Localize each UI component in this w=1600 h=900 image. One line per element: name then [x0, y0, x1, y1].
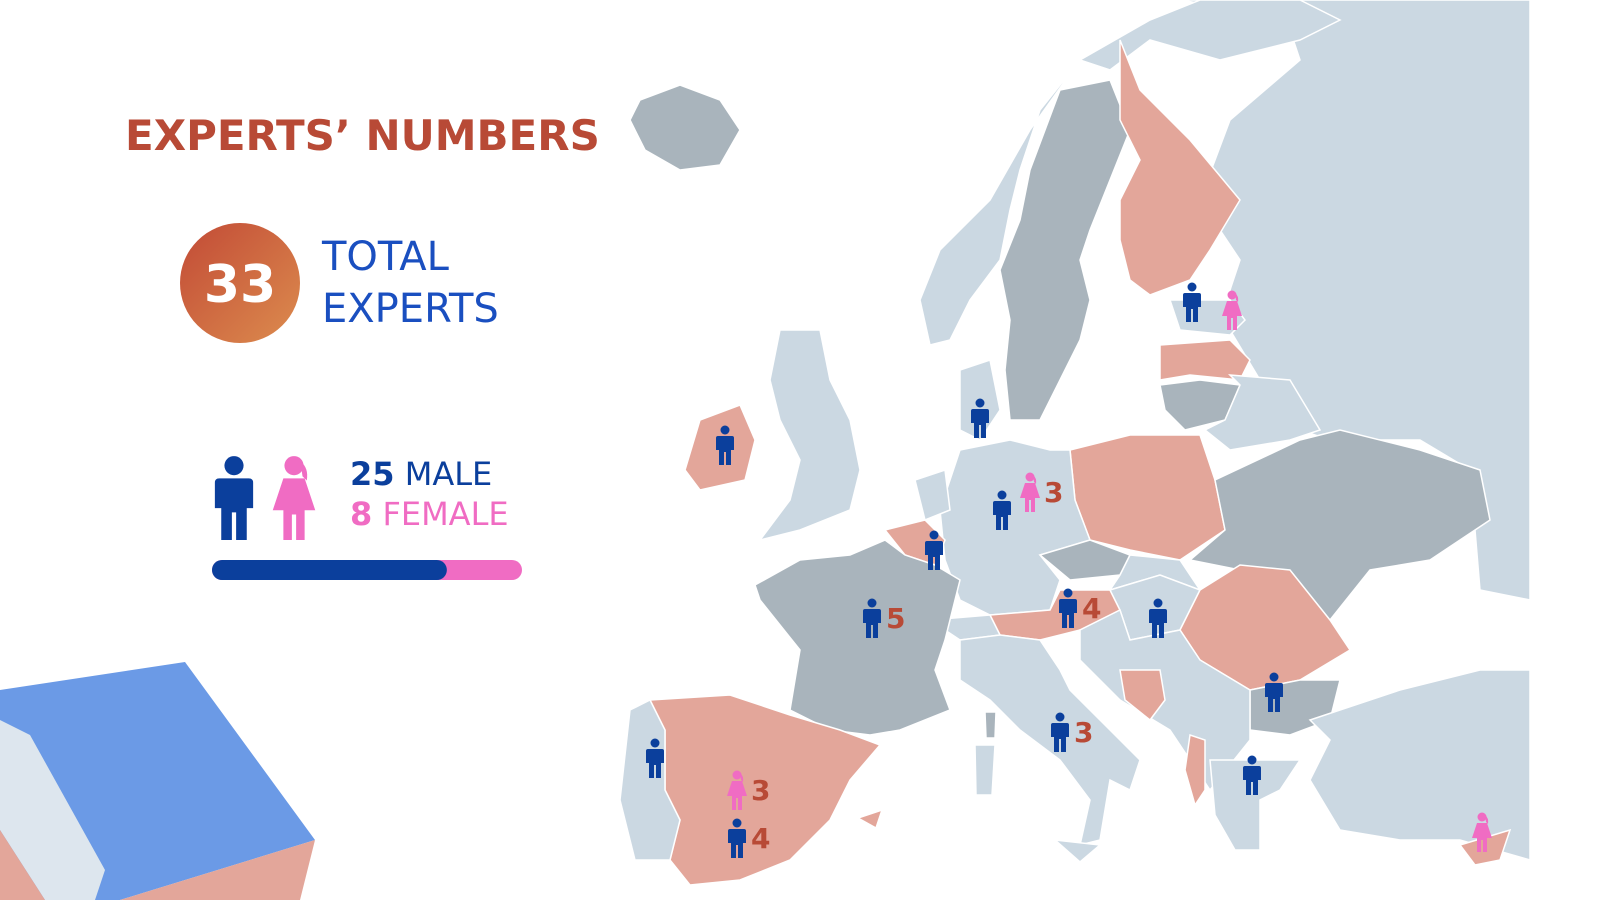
albania: [1184, 734, 1206, 807]
female-label: FEMALE: [382, 495, 508, 533]
iceland: [629, 84, 741, 171]
male-count: 25 MALE: [350, 455, 492, 493]
gender-bar: [212, 560, 522, 580]
decoration: [0, 662, 315, 900]
block-side: [120, 840, 315, 900]
marker-count: 5: [886, 602, 905, 635]
total-badge: [180, 223, 300, 343]
italy: [959, 634, 1141, 847]
female-value: 8: [350, 495, 372, 533]
finland: [1119, 39, 1241, 296]
europe-map: [619, 0, 1531, 886]
male-icon: [214, 456, 254, 540]
uk: [758, 329, 861, 542]
germany: [939, 439, 1091, 616]
greece: [1209, 759, 1302, 851]
marker-count: 3: [751, 774, 770, 807]
sardinia: [974, 744, 996, 796]
female-icon: [272, 456, 316, 540]
sweden: [999, 79, 1131, 421]
portugal: [619, 698, 681, 861]
marker-count: 3: [1074, 716, 1093, 749]
male-bar: [212, 560, 447, 580]
bosnia: [1119, 669, 1166, 722]
sicily: [1052, 838, 1102, 863]
title: EXPERTS’ NUMBERS: [125, 111, 600, 160]
netherlands: [914, 468, 951, 522]
female-count: 8 FEMALE: [350, 495, 509, 533]
corsica: [984, 711, 997, 739]
latvia: [1159, 339, 1251, 381]
chevron: [0, 720, 105, 900]
block-corner: [0, 830, 45, 900]
markers: 3 5 4 3 3 4: [646, 282, 1492, 858]
belarus: [1203, 374, 1322, 451]
balearics: [856, 808, 884, 830]
marker-count: 4: [1082, 592, 1101, 625]
male-value: 25: [350, 455, 395, 493]
total-label: EXPERTS: [322, 286, 499, 332]
france: [754, 539, 961, 736]
total-value: 33: [204, 255, 276, 315]
total-label: TOTAL: [321, 234, 450, 280]
marker-count: 3: [1044, 476, 1063, 509]
male-label: MALE: [405, 455, 493, 493]
turkey: [1308, 669, 1531, 861]
marker-count: 4: [751, 822, 770, 855]
norway: [919, 0, 1342, 346]
